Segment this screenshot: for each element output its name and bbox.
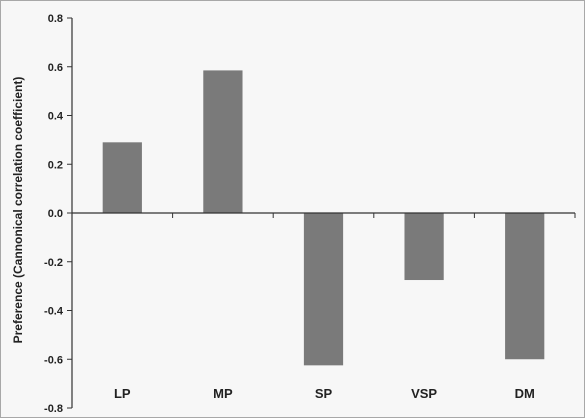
y-tick-label: 0.6	[48, 62, 63, 74]
bars-group	[102, 70, 545, 366]
y-tick-label: 0.0	[48, 208, 63, 220]
y-ticks-group: 0.8 0.6 0.4 0.2 0.0 -0.2 -0.4 -0.6 -0.8	[44, 13, 72, 415]
y-axis-title: Preference (Cannonical correlation coeff…	[11, 77, 25, 344]
category-labels-group: LP MP SP VSP DM	[114, 386, 535, 401]
y-tick-label: 0.2	[48, 159, 63, 171]
category-label-sp: SP	[315, 386, 333, 401]
bar-dm	[505, 213, 545, 360]
category-label-vsp: VSP	[411, 386, 437, 401]
y-tick-label: 0.8	[48, 13, 63, 25]
category-label-lp: LP	[114, 386, 131, 401]
category-label-mp: MP	[213, 386, 233, 401]
y-tick-label: -0.2	[44, 257, 63, 269]
y-tick-label: -0.6	[44, 354, 63, 366]
y-tick-label: -0.4	[44, 306, 64, 318]
y-tick-label: 0.4	[48, 111, 64, 123]
bar-sp	[303, 213, 344, 366]
bar-mp	[203, 70, 243, 213]
bar-lp	[102, 142, 142, 213]
category-label-dm: DM	[515, 386, 535, 401]
y-tick-label: -0.8	[44, 403, 63, 415]
bar-vsp	[404, 213, 444, 281]
